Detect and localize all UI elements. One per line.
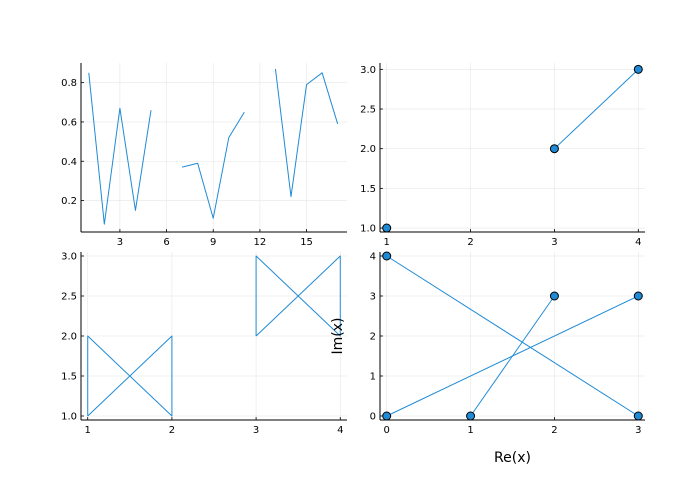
y-tick-label: 0.6	[61, 117, 77, 128]
panel-top-left: 3 6 9 12 15 0.2 0.4 0.6 0.8	[61, 63, 347, 248]
x-tick-label: 6	[163, 237, 169, 248]
y-tick-label: 0.4	[61, 157, 77, 168]
data-point	[633, 291, 643, 301]
y-tick-label: 2.5	[360, 105, 376, 116]
x-tick-label: 3	[635, 425, 641, 436]
series-line	[88, 68, 339, 225]
panel-bottom-left: 1 2 3 4 1.0 1.5 2.0 2.5 3.0	[61, 252, 347, 436]
data-point	[549, 291, 559, 301]
x-tick-label: 4	[337, 425, 343, 436]
series-line	[255, 255, 341, 337]
data-point	[633, 64, 643, 74]
y-tick-label: 3.0	[61, 252, 77, 263]
y-tick-label: 1.5	[360, 184, 376, 195]
y-tick-label: 3.0	[360, 65, 376, 76]
panel-top-right: 1 2 3 4 1.0 1.5 2.0 2.5 3.0	[360, 63, 645, 248]
data-point	[382, 223, 392, 233]
x-tick-label: 3	[117, 237, 123, 248]
x-tick-label: 3	[551, 237, 557, 248]
x-tick-label: 2	[169, 425, 175, 436]
x-tick-label: 2	[467, 237, 473, 248]
y-tick-label: 2	[370, 332, 376, 343]
series-line	[554, 68, 639, 150]
x-tick-label: 1	[467, 425, 473, 436]
x-axis-label: Re(x)	[494, 450, 531, 466]
data-point	[633, 411, 643, 421]
x-tick-label: 9	[210, 237, 216, 248]
x-tick-label: 0	[384, 425, 390, 436]
x-tick-label: 1	[85, 425, 91, 436]
data-point	[466, 411, 476, 421]
x-tick-label: 1	[384, 237, 390, 248]
y-tick-label: 2.0	[61, 332, 77, 343]
y-axis-label: Im(x)	[330, 318, 346, 355]
panel-bottom-right: 0 1 2 3 0 1 2 3 4 Re(x) Im(x)	[330, 251, 645, 466]
y-tick-label: 0.2	[61, 196, 77, 207]
y-tick-label: 1.0	[360, 224, 376, 235]
y-tick-label: 0	[370, 412, 376, 423]
series-line	[386, 295, 639, 417]
y-tick-label: 0.8	[61, 78, 77, 89]
x-tick-label: 4	[635, 237, 641, 248]
y-tick-label: 1.5	[61, 372, 77, 383]
data-point	[549, 144, 559, 154]
data-point	[382, 251, 392, 261]
x-tick-label: 3	[253, 425, 259, 436]
y-tick-label: 2.0	[360, 144, 376, 155]
y-tick-label: 3	[370, 292, 376, 303]
y-tick-label: 1.0	[61, 412, 77, 423]
data-point	[382, 411, 392, 421]
y-tick-label: 4	[370, 252, 376, 263]
series-line	[87, 335, 173, 417]
y-tick-label: 1	[370, 372, 376, 383]
series-line	[386, 255, 639, 417]
x-tick-label: 15	[300, 237, 313, 248]
y-tick-label: 2.5	[61, 292, 77, 303]
x-tick-label: 2	[551, 425, 557, 436]
x-tick-label: 12	[254, 237, 267, 248]
